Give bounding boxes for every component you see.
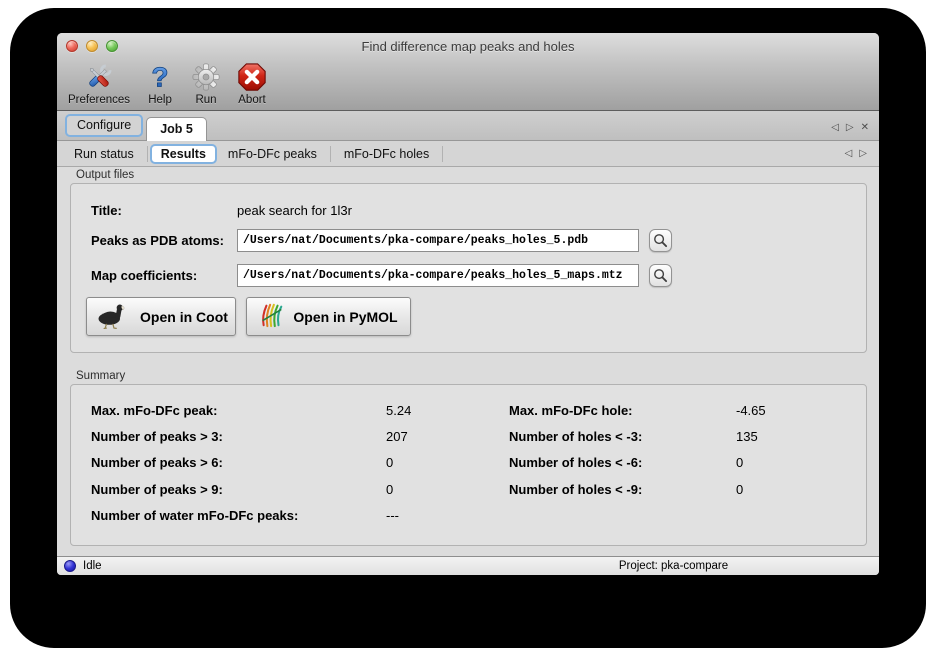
- summary-row: Number of peaks > 9: 0 Number of holes <…: [71, 482, 866, 498]
- help-question-icon: ?: [144, 61, 176, 93]
- output-files-groupbox: Title: peak search for 1l3r Peaks as PDB…: [70, 183, 867, 353]
- output-files-section-label: Output files: [76, 169, 135, 181]
- sub-tab-nav: ◁ ▷: [844, 147, 867, 159]
- help-label: Help: [148, 94, 172, 106]
- toolbar: Preferences ? Help: [63, 59, 273, 109]
- close-window-button[interactable]: [66, 40, 78, 52]
- stat-label: Number of water mFo-DFc peaks:: [91, 508, 299, 523]
- subtab-run-status[interactable]: Run status: [74, 146, 134, 161]
- results-panel: Output files Title: peak search for 1l3r…: [57, 167, 879, 556]
- subtab-separator: [442, 145, 444, 162]
- magnifier-icon: [654, 234, 668, 248]
- preferences-label: Preferences: [68, 94, 131, 106]
- run-button[interactable]: Run: [185, 60, 227, 109]
- tab-prev-icon[interactable]: ◁: [831, 122, 839, 133]
- magnifier-icon: [654, 269, 668, 283]
- stat-label: Number of peaks > 6:: [91, 455, 223, 470]
- titlebar: Find difference map peaks and holes: [57, 33, 879, 59]
- map-coefficients-label: Map coefficients:: [91, 268, 198, 283]
- subtab-separator: [329, 145, 331, 162]
- stat-value: 0: [386, 455, 394, 470]
- window-title: Find difference map peaks and holes: [361, 39, 575, 54]
- open-in-pymol-button[interactable]: Open in PyMOL: [246, 297, 411, 336]
- open-in-pymol-label: Open in PyMOL: [293, 308, 398, 325]
- run-gear-icon: [190, 61, 222, 93]
- stat-label: Number of holes < -6:: [509, 455, 643, 470]
- window-chrome: Find difference map peaks and holes: [57, 33, 879, 111]
- stat-value: 0: [736, 482, 744, 497]
- subtab-next-icon[interactable]: ▷: [859, 147, 867, 159]
- stat-value: 135: [736, 429, 758, 444]
- subtab-separator: [146, 145, 148, 162]
- stat-value: 0: [736, 455, 744, 470]
- tab-configure[interactable]: Configure: [65, 114, 144, 137]
- title-field-value: peak search for 1l3r: [237, 203, 352, 218]
- stat-label: Max. mFo-DFc hole:: [509, 403, 633, 418]
- pymol-ribbon-icon: [259, 301, 285, 332]
- open-in-coot-label: Open in Coot: [140, 308, 228, 325]
- preferences-button[interactable]: Preferences: [63, 60, 135, 109]
- subtab-mfo-dfc-peaks[interactable]: mFo-DFc peaks: [227, 146, 317, 161]
- subtab-results[interactable]: Results: [149, 143, 217, 164]
- tab-close-icon[interactable]: ✕: [860, 122, 869, 133]
- summary-row: Number of water mFo-DFc peaks: ---: [71, 508, 866, 524]
- minimize-window-button[interactable]: [86, 40, 98, 52]
- status-text: Idle: [83, 560, 102, 572]
- peaks-pdb-label: Peaks as PDB atoms:: [91, 233, 224, 248]
- abort-button[interactable]: Abort: [231, 60, 273, 109]
- stat-label: Max. mFo-DFc peak:: [91, 403, 218, 418]
- stat-value: 0: [386, 482, 394, 497]
- summary-groupbox: Max. mFo-DFc peak: 5.24 Max. mFo-DFc hol…: [70, 384, 867, 546]
- traffic-lights: [66, 40, 118, 52]
- status-bar: Idle Project: pka-compare: [57, 556, 879, 575]
- zoom-window-button[interactable]: [106, 40, 118, 52]
- map-coefficients-browse-button[interactable]: [649, 264, 672, 287]
- tab-job-5[interactable]: Job 5: [146, 117, 207, 141]
- peaks-pdb-browse-button[interactable]: [649, 229, 672, 252]
- app-window: Find difference map peaks and holes: [57, 33, 879, 575]
- subtab-prev-icon[interactable]: ◁: [844, 147, 853, 159]
- title-field-label: Title:: [91, 203, 122, 218]
- main-tab-nav: ◁ ▷ ✕: [831, 123, 869, 133]
- open-in-coot-button[interactable]: Open in Coot: [86, 297, 236, 336]
- abort-label: Abort: [238, 94, 266, 106]
- status-indicator-icon: [64, 560, 76, 572]
- svg-text:?: ?: [151, 62, 168, 92]
- stat-value: 207: [386, 429, 408, 444]
- stat-value: ---: [386, 508, 399, 523]
- run-label: Run: [195, 94, 217, 106]
- coot-bird-icon: [94, 301, 132, 332]
- map-coefficients-path-input[interactable]: [237, 264, 639, 287]
- main-tab-bar: Configure Job 5 ◁ ▷ ✕: [57, 111, 879, 141]
- stat-label: Number of peaks > 9:: [91, 482, 223, 497]
- summary-row: Number of peaks > 6: 0 Number of holes <…: [71, 455, 866, 471]
- stat-value: 5.24: [386, 403, 412, 418]
- subtab-mfo-dfc-holes[interactable]: mFo-DFc holes: [343, 146, 430, 161]
- stat-label: Number of holes < -9:: [509, 482, 643, 497]
- tab-next-icon[interactable]: ▷: [845, 122, 854, 133]
- project-name: Project: pka-compare: [618, 560, 729, 572]
- stat-label: Number of peaks > 3:: [91, 429, 223, 444]
- peaks-pdb-path-input[interactable]: [237, 229, 639, 252]
- summary-row: Number of peaks > 3: 207 Number of holes…: [71, 429, 866, 445]
- stat-value: -4.65: [736, 403, 766, 418]
- summary-section-label: Summary: [76, 370, 126, 382]
- sub-tab-bar: Run status Results mFo-DFc peaks mFo-DFc…: [57, 141, 879, 167]
- help-button[interactable]: ? Help: [139, 60, 181, 109]
- abort-stop-icon: [236, 61, 268, 93]
- stat-label: Number of holes < -3:: [509, 429, 643, 444]
- preferences-tools-icon: [83, 61, 115, 93]
- summary-row: Max. mFo-DFc peak: 5.24 Max. mFo-DFc hol…: [71, 403, 866, 419]
